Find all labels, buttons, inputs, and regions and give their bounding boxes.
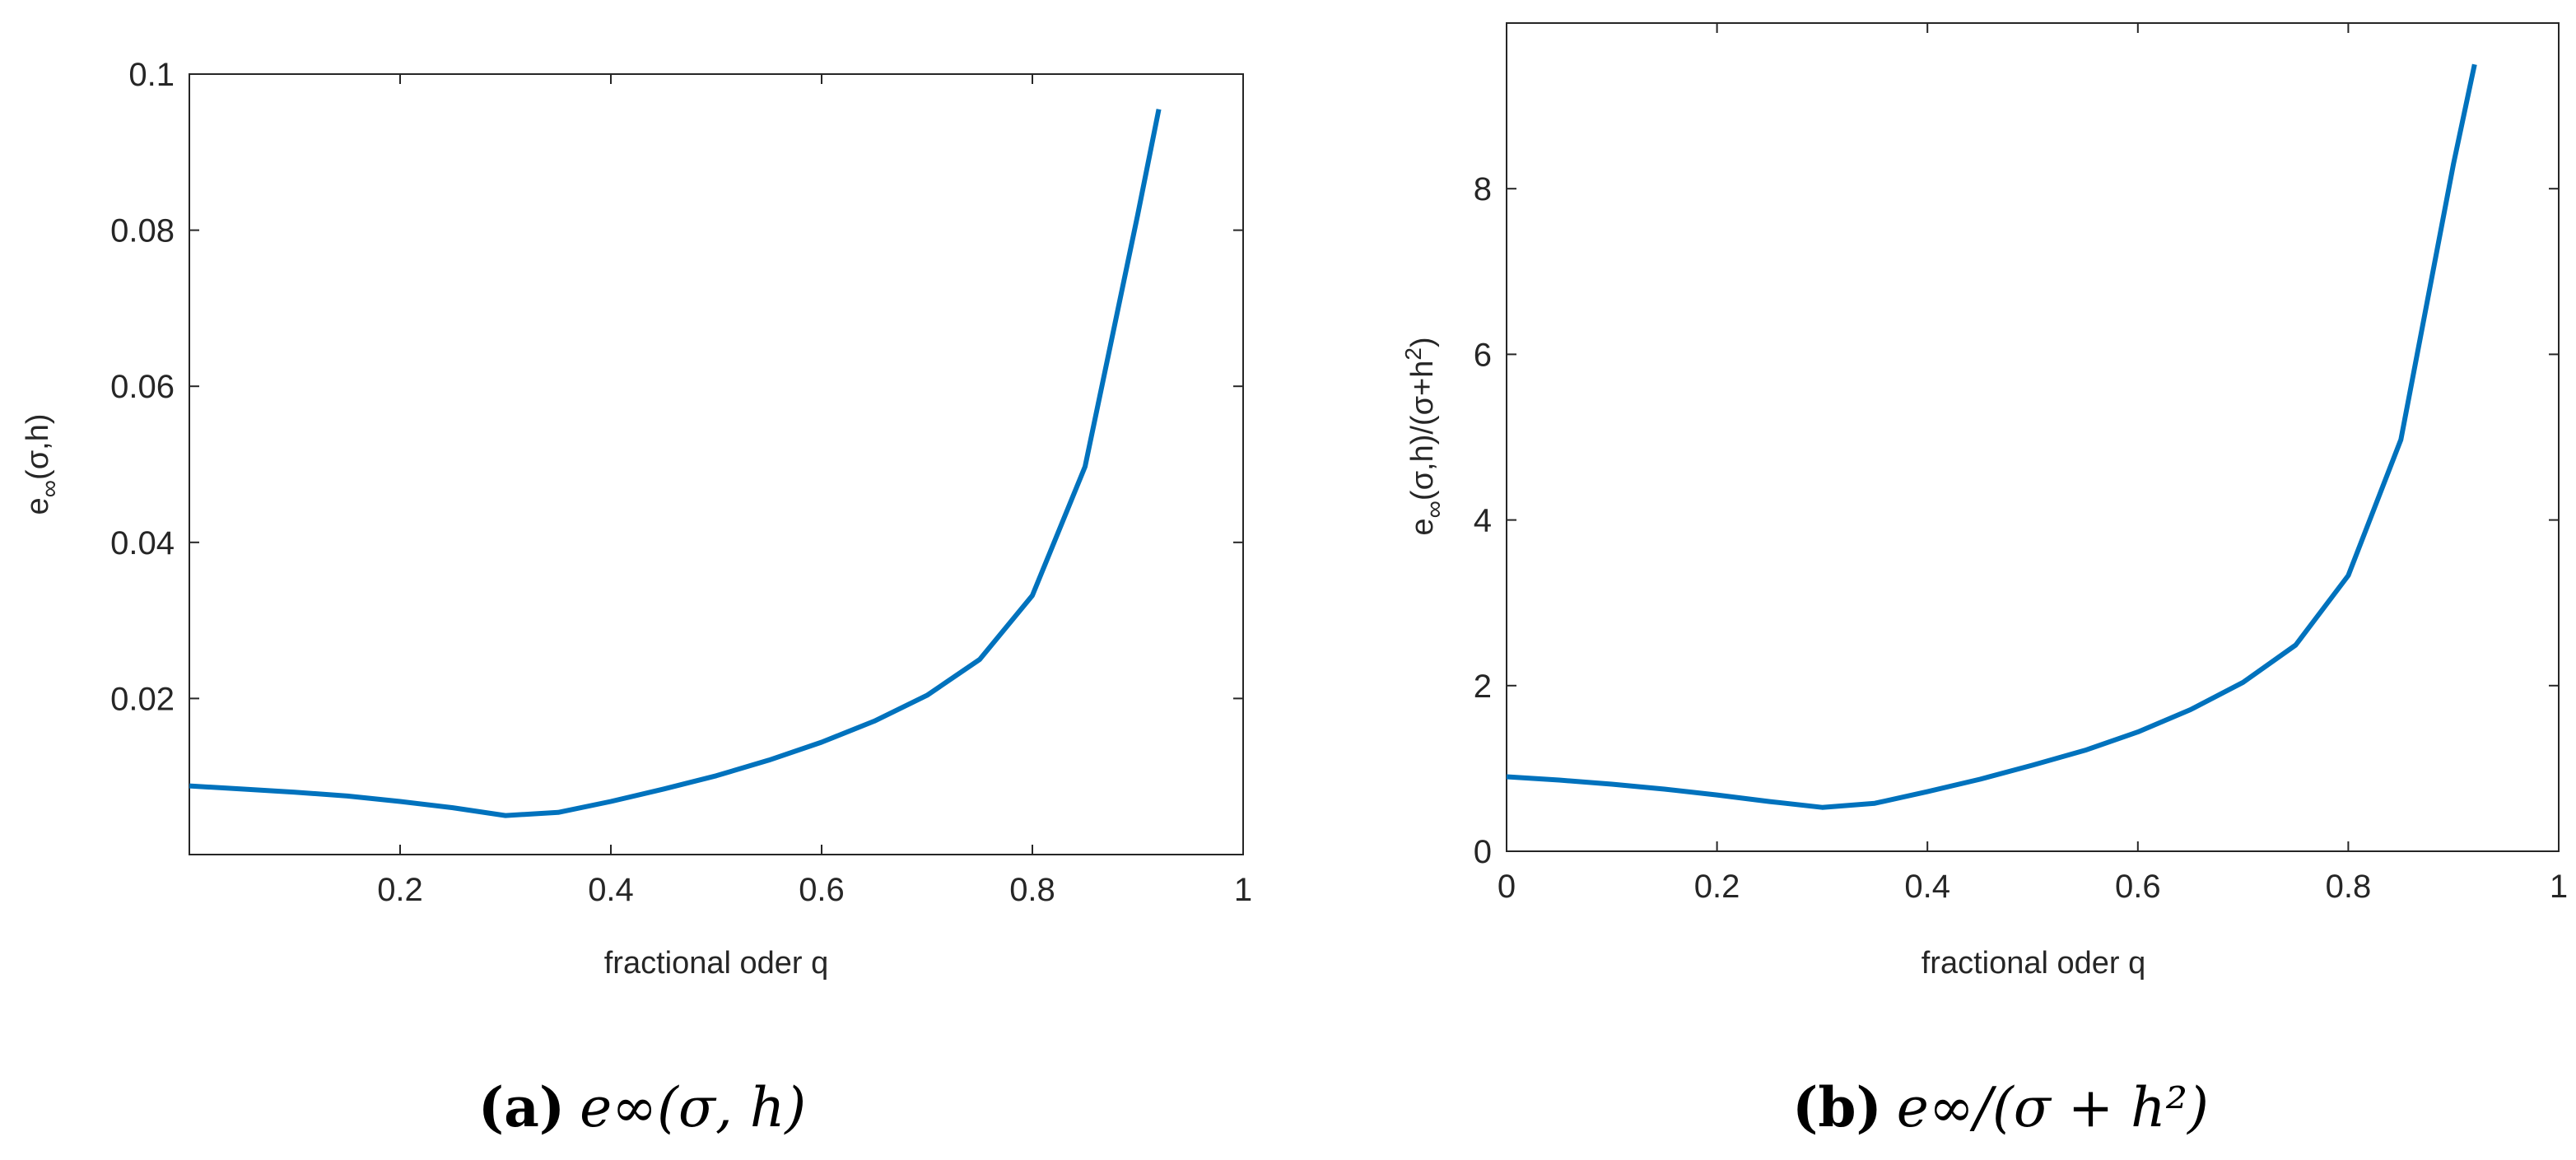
chart-b-y-axis-label-tail: (σ,h)/(σ+h	[1405, 361, 1440, 501]
chart-b-ytick-label: 0	[1474, 834, 1492, 870]
chart-b-series-line	[1506, 63, 2477, 810]
chart-b-y-axis-label-sub: ∞	[1421, 501, 1448, 518]
chart-a-xtick-labels: 0.2 0.4 0.6 0.8 1	[377, 872, 1252, 908]
chart-b-xtick-label: 0.8	[2326, 869, 2372, 905]
chart-a-xtick-label: 0.2	[377, 872, 423, 908]
chart-b-y-axis-label-sup: 2	[1400, 347, 1426, 361]
chart-b-x-axis-label: fractional oder q	[1922, 946, 2146, 981]
chart-a-y-axis-label-main: e	[21, 497, 55, 515]
chart-b-xtick-label: 0.6	[2115, 869, 2161, 905]
chart-a-ytick-labels: 0.02 0.04 0.06 0.08 0.1	[110, 57, 175, 717]
chart-a-xtick-label: 0.6	[799, 872, 845, 908]
chart-a-ytick-label: 0.1	[128, 57, 175, 93]
chart-b-ytick-label: 2	[1474, 669, 1492, 705]
chart-b-xtick-label: 0	[1498, 869, 1516, 905]
chart-b-y-axis-label: e∞(σ,h)/(σ+h2)	[1400, 337, 1448, 535]
chart-a-ticks	[189, 73, 1244, 855]
chart-a-caption-label: (a)	[478, 1075, 565, 1139]
chart-b-ticks	[1506, 23, 2560, 852]
chart-b-y-axis-label-end: )	[1405, 337, 1440, 347]
chart-a-ytick-label: 0.08	[110, 213, 175, 249]
chart-a-x-axis-label: fractional oder q	[604, 946, 829, 981]
chart-b-caption-label: (b)	[1792, 1075, 1882, 1139]
chart-b-ytick-labels: 0 2 4 6 8	[1474, 171, 1492, 870]
chart-a-ytick-label: 0.02	[110, 681, 175, 717]
chart-a-caption: (a) e∞(σ, h)	[478, 1075, 806, 1139]
chart-b-xtick-label: 0.2	[1694, 869, 1740, 905]
chart-a-y-axis-label-tail: (σ,h)	[21, 414, 55, 480]
chart-b-xtick-labels: 0 0.2 0.4 0.6 0.8 1	[1498, 869, 2568, 905]
chart-a-ytick-label: 0.06	[110, 369, 175, 405]
chart-a-series-line	[189, 109, 1162, 818]
chart-b-xtick-label: 0.4	[1904, 869, 1950, 905]
chart-b-caption-math: e∞/(σ + h²)	[1897, 1076, 2209, 1139]
chart-a-xtick-label: 0.4	[588, 872, 634, 908]
chart-b-ytick-label: 8	[1474, 171, 1492, 207]
chart-a-ytick-label: 0.04	[110, 525, 175, 561]
chart-b-xtick-label: 1	[2550, 869, 2568, 905]
chart-a-plot-frame	[189, 73, 1244, 855]
chart-a-y-axis-label-sub: ∞	[36, 480, 63, 497]
chart-a: 0.2 0.4 0.6 0.8 1 0.02 0.04 0.06 0.08 0.1 fracti…	[21, 57, 1252, 1139]
chart-a-caption-math: e∞(σ, h)	[580, 1076, 806, 1139]
chart-a-xtick-label: 1	[1234, 872, 1252, 908]
chart-b-ytick-label: 6	[1474, 337, 1492, 373]
chart-b-plot-frame	[1506, 22, 2560, 852]
chart-b-y-axis-label-main: e	[1405, 518, 1440, 535]
chart-b-caption: (b) e∞/(σ + h²)	[1792, 1075, 2209, 1139]
chart-b: 0 0.2 0.4 0.6 0.8 1 0 2 4 6 8 fractional oder q e…	[1400, 22, 2568, 1139]
chart-b-ytick-label: 4	[1474, 503, 1492, 539]
chart-a-xtick-label: 0.8	[1009, 872, 1055, 908]
chart-a-y-axis-label: e∞(σ,h)	[21, 414, 63, 515]
